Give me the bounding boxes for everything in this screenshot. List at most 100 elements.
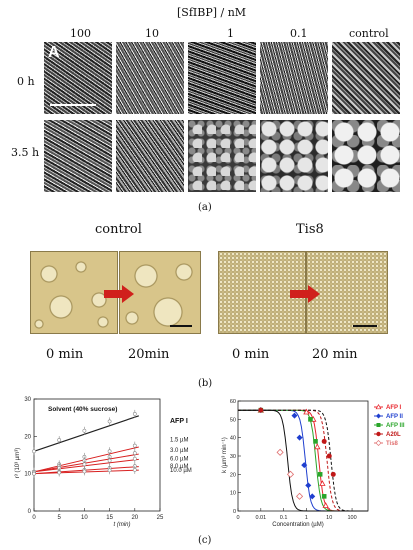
data-point xyxy=(321,494,327,499)
data-point xyxy=(107,468,112,473)
time-label-control-0: 0 min xyxy=(46,347,84,362)
micrograph-100-0h: A xyxy=(44,42,112,114)
data-point xyxy=(276,448,284,456)
row-label-3-5h: 3.5 h xyxy=(11,146,40,159)
data-point xyxy=(313,439,318,444)
column-label-1: 1 xyxy=(227,27,234,40)
column-label-control: control xyxy=(349,27,389,40)
scale-bar xyxy=(353,325,377,327)
caption-b: (b) xyxy=(198,378,213,389)
y-tick-label: 20 xyxy=(24,434,31,440)
droplet-image-tis8-20min xyxy=(306,251,388,334)
x-tick-label: 10 xyxy=(326,515,332,521)
data-point xyxy=(330,471,336,477)
y-tick-label: 0 xyxy=(28,509,32,515)
series-label: 6.0 µM xyxy=(170,457,188,463)
series-line xyxy=(33,415,139,452)
micrograph-1-3-5h xyxy=(188,120,256,192)
series-line xyxy=(33,469,139,475)
x-tick-label: 15 xyxy=(106,515,113,521)
y-tick-label: 60 xyxy=(230,399,236,405)
scale-bar xyxy=(50,104,96,106)
x-tick-label: 1 xyxy=(305,515,308,521)
column-label-0-1: 0.1 xyxy=(290,27,308,40)
left-chart-legend-header: AFP I xyxy=(170,418,188,425)
left-chart-title: Solvent (40% sucrose) xyxy=(48,406,117,413)
x-tick-label: 0 xyxy=(32,515,36,521)
group-label-tis8: Tis8 xyxy=(296,222,324,237)
data-point xyxy=(32,471,36,476)
data-point xyxy=(308,417,313,422)
fit-curve xyxy=(238,409,368,512)
micrograph-control-3-5h xyxy=(332,120,400,192)
legend-label: Tis8 xyxy=(386,441,399,447)
data-point xyxy=(258,407,264,413)
legend-marker xyxy=(375,403,382,410)
data-point xyxy=(107,419,112,424)
micrograph-100-3-5h xyxy=(44,120,112,192)
data-point xyxy=(82,428,87,433)
x-tick-label: 100 xyxy=(347,515,356,521)
data-point xyxy=(296,434,303,441)
micrograph-control-0h xyxy=(332,42,400,114)
y-tick-label: 10 xyxy=(230,491,236,497)
caption-a: (a) xyxy=(198,202,212,213)
x-tick-label: 25 xyxy=(157,515,164,521)
y-tick-label: 30 xyxy=(230,454,236,460)
legend-label: AFP III xyxy=(386,423,405,429)
data-point xyxy=(291,412,298,419)
time-label-control-20: 20min xyxy=(128,347,170,362)
data-point xyxy=(82,469,87,474)
data-point xyxy=(305,482,312,489)
fit-curve xyxy=(238,409,368,512)
series-line xyxy=(33,453,139,473)
legend-marker xyxy=(376,423,381,427)
left-chart-ylabel: r³ (10³ µm³) xyxy=(15,448,21,478)
data-point xyxy=(132,412,137,416)
legend-marker xyxy=(376,413,381,419)
fit-curve xyxy=(238,409,368,512)
plot-frame xyxy=(33,398,161,512)
series-line xyxy=(33,446,139,473)
series-line xyxy=(33,458,139,473)
tile-letter: A xyxy=(48,44,60,61)
fit-curve xyxy=(238,409,368,512)
data-point xyxy=(322,502,329,508)
series-line xyxy=(33,466,139,475)
series-label: 10.0 µM xyxy=(170,468,192,474)
x-tick-label: 0 xyxy=(236,515,239,521)
data-point xyxy=(286,470,295,478)
x-tick-label: 0.1 xyxy=(280,515,288,521)
data-point xyxy=(303,408,310,415)
series-label: 8.0 µM xyxy=(170,464,188,470)
data-point xyxy=(107,458,112,463)
group-label-control: control xyxy=(95,222,142,237)
droplet-image-control-0min xyxy=(30,251,118,334)
time-label-tis8-20: 20 min xyxy=(312,347,358,362)
x-tick-label: 0.01 xyxy=(255,515,266,521)
legend-label: AFP I xyxy=(386,405,402,411)
right-chart-xlabel: Concentration (µM) xyxy=(272,522,323,528)
x-tick-label: 20 xyxy=(131,515,138,521)
data-point xyxy=(132,451,137,456)
data-point xyxy=(132,443,137,448)
x-tick-label: 5 xyxy=(58,515,62,521)
droplet-image-control-20min xyxy=(119,251,201,334)
column-label-10: 10 xyxy=(145,27,159,40)
data-point xyxy=(132,468,137,472)
legend-label: A20L xyxy=(386,432,401,438)
y-tick-label: 10 xyxy=(24,472,31,478)
series-label: 1.5 µM xyxy=(170,438,188,444)
data-point xyxy=(107,449,112,454)
y-tick-label: 30 xyxy=(24,397,31,403)
data-point xyxy=(326,453,332,459)
fit-curve xyxy=(238,409,368,512)
scale-bar xyxy=(170,325,192,327)
caption-c: (c) xyxy=(198,535,212,546)
micrograph-10-0h xyxy=(116,42,184,114)
data-point xyxy=(309,493,316,500)
plot-frame xyxy=(237,400,369,512)
legend-marker xyxy=(376,431,381,437)
y-tick-label: 20 xyxy=(230,472,236,478)
legend-label: AFP II xyxy=(386,414,403,420)
